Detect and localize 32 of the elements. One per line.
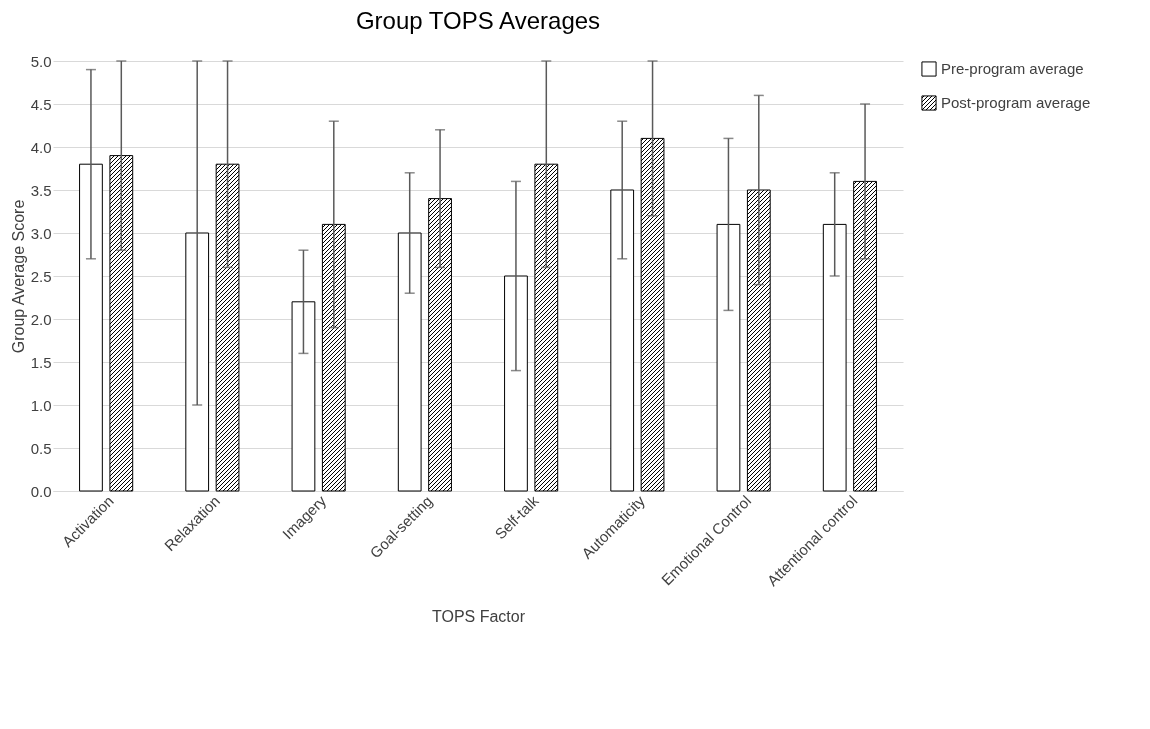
- bar: [504, 275, 528, 492]
- bar: [215, 163, 240, 492]
- bar: [109, 155, 134, 492]
- legend-label: Pre-program average: [941, 60, 1084, 77]
- y-tick-label: 4.5: [30, 95, 52, 113]
- legend-label: Post-program average: [941, 94, 1091, 111]
- bar: [822, 223, 847, 492]
- bar: [853, 180, 877, 492]
- y-tick-label: 2.0: [30, 310, 52, 328]
- y-tick-label: 5.0: [30, 52, 52, 70]
- bar: [746, 189, 771, 492]
- bar: [185, 232, 210, 492]
- y-tick-label: 1.5: [30, 353, 52, 371]
- chart-title: Group TOPS Averages: [355, 7, 601, 34]
- bar: [397, 232, 422, 492]
- bar: [640, 137, 665, 492]
- bar: [79, 163, 103, 492]
- bar: [534, 163, 559, 492]
- bar: [428, 198, 452, 492]
- bar: [321, 223, 346, 492]
- y-tick-label: 2.5: [30, 267, 52, 285]
- bar: [716, 223, 741, 492]
- y-axis-title: Group Average Score: [9, 199, 27, 354]
- bar: [610, 189, 635, 492]
- x-axis-title: TOPS Factor: [431, 608, 526, 626]
- y-tick-label: 3.5: [30, 181, 52, 199]
- y-tick-label: 0.5: [30, 439, 52, 457]
- y-tick-label: 0.0: [30, 482, 52, 500]
- y-tick-label: 4.0: [30, 138, 52, 156]
- bar: [291, 301, 316, 492]
- y-tick-label: 1.0: [30, 396, 52, 414]
- y-tick-label: 3.0: [30, 224, 52, 242]
